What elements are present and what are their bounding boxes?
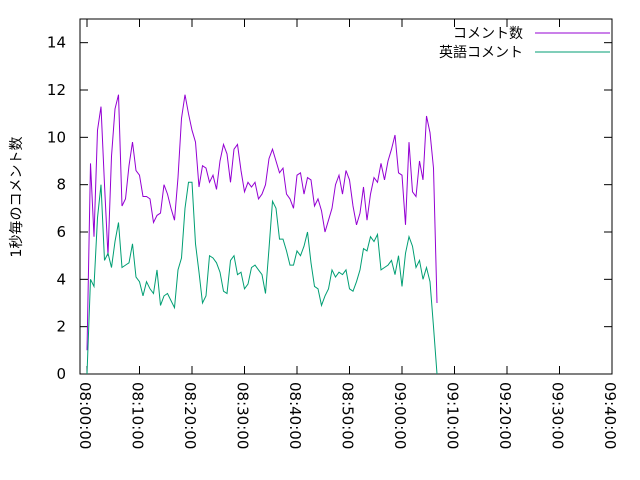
x-tick-label: 09:40:00	[601, 382, 619, 449]
x-tick-label: 09:30:00	[549, 382, 567, 449]
y-tick-label: 10	[47, 128, 66, 146]
x-tick-label: 08:10:00	[129, 382, 147, 449]
y-axis-label: 1秒毎のコメント数	[9, 137, 25, 258]
y-tick-label: 6	[56, 223, 66, 241]
y-tick-label: 4	[56, 270, 66, 288]
x-tick-label: 09:00:00	[391, 382, 409, 449]
x-tick-label: 08:40:00	[286, 382, 304, 449]
x-tick-label: 09:10:00	[444, 382, 462, 449]
series-line-1	[86, 94, 438, 351]
x-tick-label: 08:50:00	[339, 382, 357, 449]
y-tick-label: 14	[47, 34, 66, 52]
y-tick-label: 12	[47, 81, 66, 99]
x-tick-label: 08:20:00	[181, 382, 199, 449]
x-axis: 08:00:00 08:10:00 08:20:00 08:30:00 08:40:00…	[76, 19, 619, 449]
x-tick-label: 08:30:00	[234, 382, 252, 449]
plot-frame	[79, 18, 613, 375]
y-tick-label: 8	[56, 176, 66, 194]
series-group	[86, 94, 438, 375]
y-tick-label: 0	[56, 365, 66, 383]
x-tick-label: 09:20:00	[496, 382, 514, 449]
legend-label-1: コメント数	[453, 26, 523, 42]
y-tick-label: 2	[56, 318, 66, 336]
x-tick-label: 08:00:00	[76, 382, 94, 449]
y-axis: 0 2 4 6 8 10 12 14	[47, 34, 612, 383]
legend-label-2: 英語コメント	[439, 44, 523, 61]
series-line-2	[86, 181, 438, 375]
